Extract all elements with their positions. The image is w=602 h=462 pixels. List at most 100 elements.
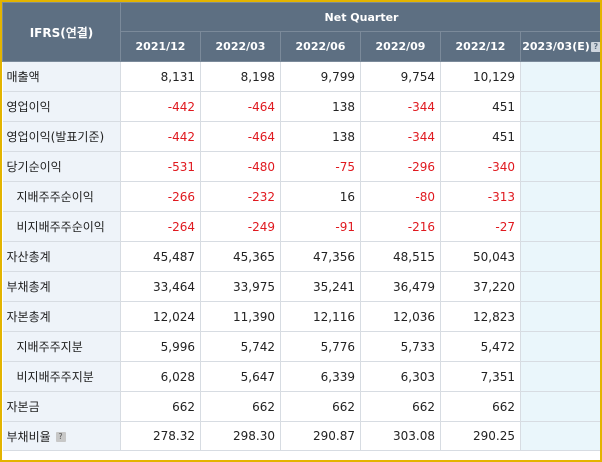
group-header-net-quarter: Net Quarter bbox=[119, 2, 600, 32]
value-cell: 6,303 bbox=[360, 361, 441, 392]
table-row: 영업이익(발표기준) -442 -464 138 -344 451 bbox=[2, 121, 600, 152]
value-cell: 5,996 bbox=[120, 331, 201, 362]
question-icon[interactable]: ? bbox=[590, 42, 600, 52]
estimate-cell bbox=[520, 211, 600, 242]
value-cell: 278.32 bbox=[120, 421, 201, 451]
value-cell: 290.87 bbox=[280, 421, 361, 451]
value-cell: 35,241 bbox=[280, 271, 361, 302]
value-cell: 6,339 bbox=[280, 361, 361, 392]
value-cell: 45,487 bbox=[120, 241, 201, 272]
value-cell: 5,733 bbox=[360, 331, 441, 362]
period-header: 2021/12 bbox=[120, 31, 201, 62]
value-cell: 303.08 bbox=[360, 421, 441, 451]
value-cell: -313 bbox=[440, 181, 521, 212]
value-cell: 451 bbox=[440, 121, 521, 152]
value-cell: 298.30 bbox=[200, 421, 281, 451]
value-cell: 451 bbox=[440, 91, 521, 122]
value-cell: 5,647 bbox=[200, 361, 281, 392]
row-label: 자본금 bbox=[2, 391, 121, 422]
row-label-text: 지배주주지분 bbox=[16, 340, 83, 354]
value-cell: 6,028 bbox=[120, 361, 201, 392]
corner-label: IFRS(연결) bbox=[2, 2, 121, 62]
period-header: 2022/03 bbox=[200, 31, 281, 62]
value-cell: 36,479 bbox=[360, 271, 441, 302]
estimate-cell bbox=[520, 121, 600, 152]
row-label-text: 매출액 bbox=[6, 70, 40, 84]
value-cell: 662 bbox=[200, 391, 281, 422]
row-label: 부채비율 ? bbox=[2, 421, 121, 451]
table-row: 매출액 8,131 8,198 9,799 9,754 10,129 bbox=[2, 61, 600, 92]
value-cell: -232 bbox=[200, 181, 281, 212]
table-row: 자본금 662 662 662 662 662 bbox=[2, 391, 600, 422]
estimate-cell bbox=[520, 91, 600, 122]
estimate-cell bbox=[520, 421, 600, 451]
row-label: 비지배주주지분 bbox=[2, 361, 121, 392]
table-row: 지배주주지분 5,996 5,742 5,776 5,733 5,472 bbox=[2, 331, 600, 362]
table-row: 지배주주순이익 -266 -232 16 -80 -313 bbox=[2, 181, 600, 212]
row-label: 자본총계 bbox=[2, 301, 121, 332]
value-cell: -531 bbox=[120, 151, 201, 182]
row-label: 영업이익 bbox=[2, 91, 121, 122]
table-row: 자본총계 12,024 11,390 12,116 12,036 12,823 bbox=[2, 301, 600, 332]
value-cell: 8,198 bbox=[200, 61, 281, 92]
row-label: 당기순이익 bbox=[2, 151, 121, 182]
value-cell: 7,351 bbox=[440, 361, 521, 392]
value-cell: 5,472 bbox=[440, 331, 521, 362]
table-row: 부채비율 ? 278.32 298.30 290.87 303.08 290.25 bbox=[2, 421, 600, 451]
value-cell: 16 bbox=[280, 181, 361, 212]
table-row: 당기순이익 -531 -480 -75 -296 -340 bbox=[2, 151, 600, 182]
value-cell: -264 bbox=[120, 211, 201, 242]
value-cell: -266 bbox=[120, 181, 201, 212]
value-cell: 662 bbox=[280, 391, 361, 422]
estimate-cell bbox=[520, 271, 600, 302]
value-cell: 33,975 bbox=[200, 271, 281, 302]
row-label-text: 당기순이익 bbox=[6, 160, 62, 174]
value-cell: 48,515 bbox=[360, 241, 441, 272]
row-label-text: 부채비율 bbox=[6, 429, 51, 444]
row-label-text: 지배주주순이익 bbox=[16, 190, 94, 204]
value-cell: -75 bbox=[280, 151, 361, 182]
period-header-estimate-label: 2023/03(E) bbox=[522, 40, 590, 53]
estimate-cell bbox=[520, 391, 600, 422]
row-label-text: 자본총계 bbox=[6, 310, 51, 324]
table-row: 비지배주주지분 6,028 5,647 6,339 6,303 7,351 bbox=[2, 361, 600, 392]
value-cell: 12,024 bbox=[120, 301, 201, 332]
value-cell: -344 bbox=[360, 91, 441, 122]
table-row: 비지배주주순이익 -264 -249 -91 -216 -27 bbox=[2, 211, 600, 242]
estimate-cell bbox=[520, 151, 600, 182]
value-cell: 12,823 bbox=[440, 301, 521, 332]
value-cell: -340 bbox=[440, 151, 521, 182]
row-label-text: 자본금 bbox=[6, 400, 40, 414]
value-cell: 9,754 bbox=[360, 61, 441, 92]
table-body: 매출액 8,131 8,198 9,799 9,754 10,129 영업이익 -442 -46… bbox=[2, 61, 600, 451]
row-label: 영업이익(발표기준) bbox=[2, 121, 121, 152]
row-label: 지배주주순이익 bbox=[2, 181, 121, 212]
estimate-cell bbox=[520, 301, 600, 332]
value-cell: -464 bbox=[200, 121, 281, 152]
estimate-cell bbox=[520, 331, 600, 362]
value-cell: -91 bbox=[280, 211, 361, 242]
value-cell: 33,464 bbox=[120, 271, 201, 302]
value-cell: -480 bbox=[200, 151, 281, 182]
estimate-cell bbox=[520, 181, 600, 212]
value-cell: -464 bbox=[200, 91, 281, 122]
financial-table: IFRS(연결) Net Quarter 2021/12 2022/03 202… bbox=[2, 2, 600, 451]
value-cell: 8,131 bbox=[120, 61, 201, 92]
period-header-estimate: 2023/03(E)? bbox=[519, 31, 600, 62]
value-cell: 662 bbox=[120, 391, 201, 422]
value-cell: 138 bbox=[280, 121, 361, 152]
value-cell: 662 bbox=[360, 391, 441, 422]
estimate-cell bbox=[520, 61, 600, 92]
period-header: 2022/12 bbox=[440, 31, 521, 62]
table-header: IFRS(연결) Net Quarter 2021/12 2022/03 202… bbox=[2, 2, 600, 62]
row-label-text: 자산총계 bbox=[6, 250, 51, 264]
value-cell: 45,365 bbox=[200, 241, 281, 272]
period-header: 2022/09 bbox=[360, 31, 441, 62]
table-row: 자산총계 45,487 45,365 47,356 48,515 50,043 bbox=[2, 241, 600, 272]
value-cell: -80 bbox=[360, 181, 441, 212]
value-cell: 290.25 bbox=[440, 421, 521, 451]
value-cell: 47,356 bbox=[280, 241, 361, 272]
value-cell: 11,390 bbox=[200, 301, 281, 332]
question-icon[interactable]: ? bbox=[55, 432, 66, 442]
